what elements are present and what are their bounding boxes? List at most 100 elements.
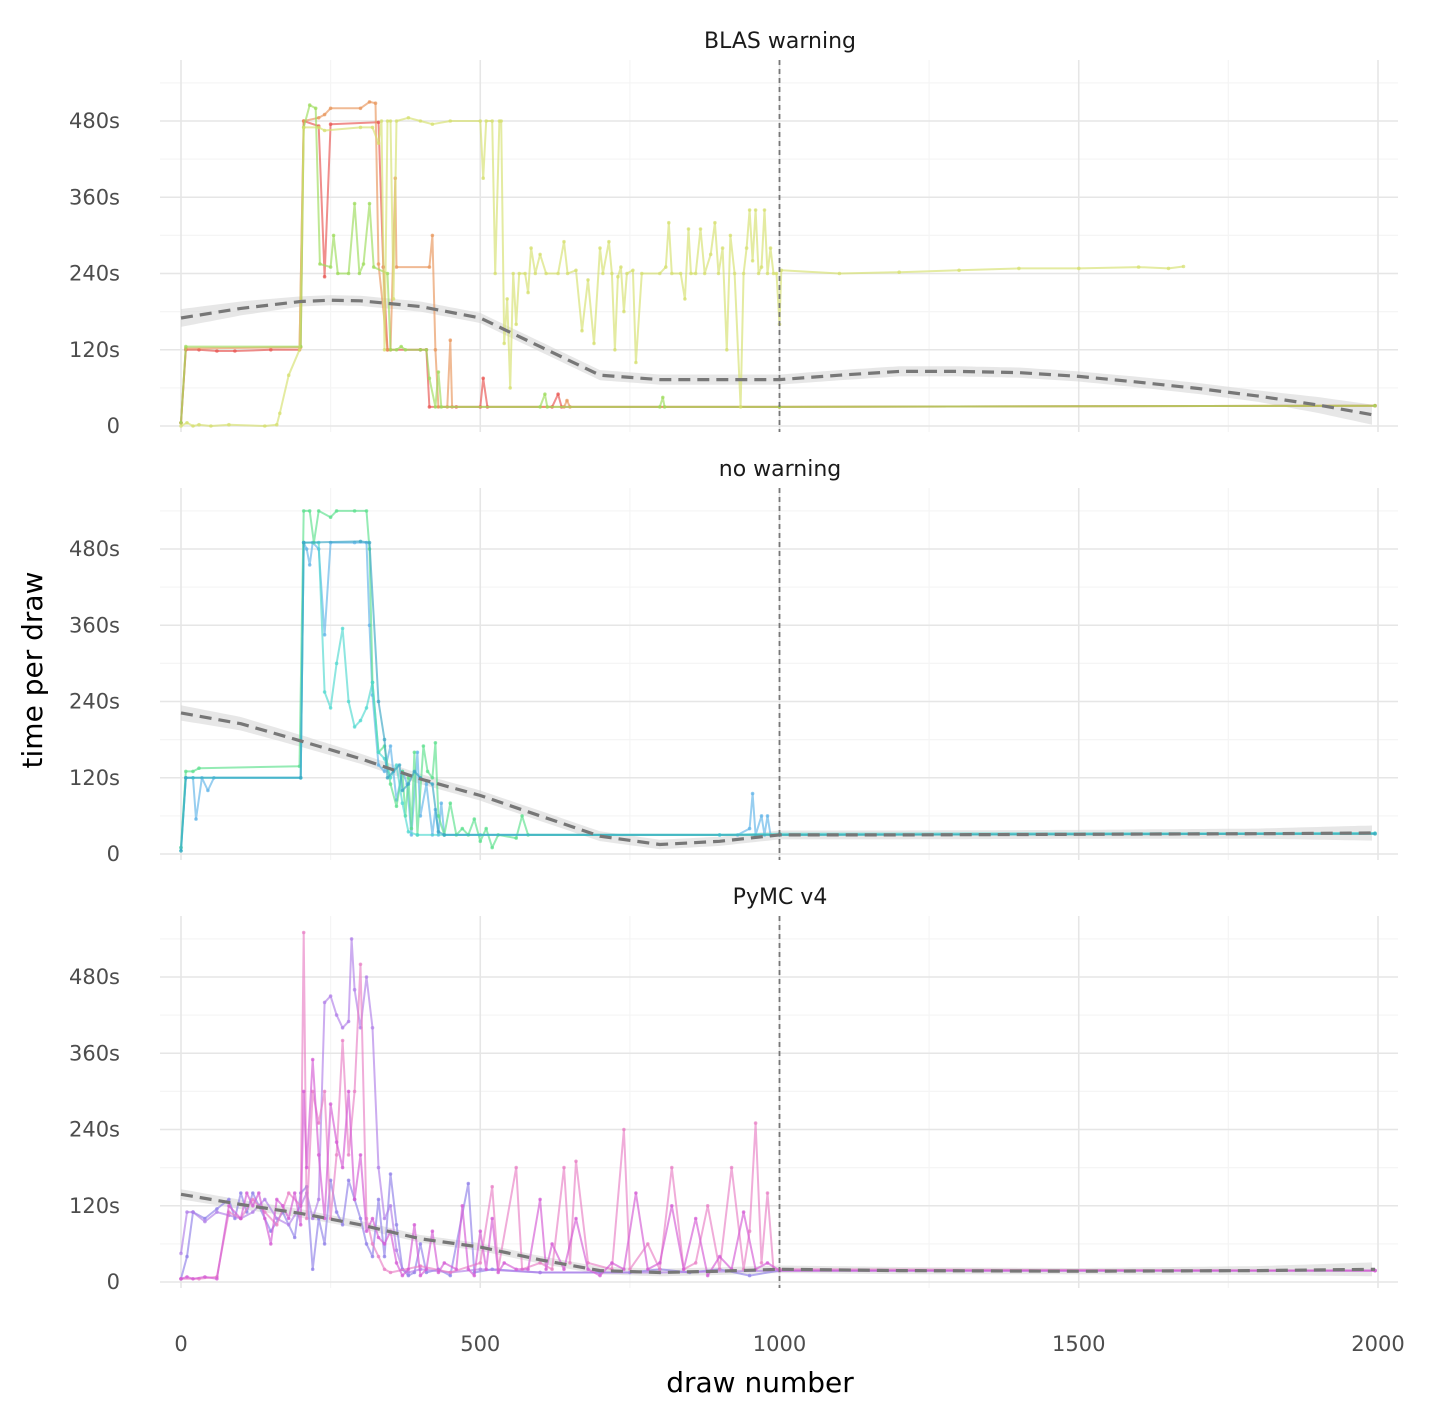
data-point: [670, 1204, 674, 1208]
data-point: [439, 405, 444, 409]
data-point: [478, 1261, 483, 1265]
data-point: [765, 1261, 770, 1265]
data-point: [185, 1275, 189, 1279]
data-point: [370, 680, 375, 685]
series-line-3: [181, 931, 1376, 1280]
data-point: [388, 119, 393, 123]
data-point: [526, 1267, 530, 1272]
data-point: [418, 1273, 423, 1278]
data-point: [705, 1204, 710, 1208]
data-point: [340, 1026, 345, 1030]
data-point: [394, 1261, 399, 1265]
data-point: [514, 1165, 518, 1170]
data-point: [275, 1223, 279, 1227]
data-point: [179, 424, 183, 428]
data-point: [505, 297, 510, 301]
data-point: [424, 348, 429, 352]
data-point: [436, 370, 441, 374]
data-point: [376, 699, 381, 704]
y-tick-label: 360s: [69, 185, 120, 209]
data-point: [768, 246, 773, 250]
data-point: [598, 246, 602, 250]
data-point: [448, 1273, 453, 1278]
data-point: [424, 1267, 429, 1272]
data-point: [586, 1267, 590, 1272]
data-point: [382, 348, 387, 352]
data-point: [310, 1267, 315, 1272]
data-point: [358, 125, 363, 130]
data-point: [346, 1019, 351, 1024]
data-point: [837, 271, 842, 276]
data-point: [765, 814, 770, 818]
data-point: [334, 1210, 339, 1214]
data-point: [376, 120, 381, 125]
series-line-4: [180, 116, 1184, 427]
data-point: [1373, 831, 1377, 836]
data-point: [427, 376, 432, 381]
data-point: [728, 233, 733, 238]
data-point: [328, 515, 333, 519]
data-point: [418, 348, 423, 352]
facet-title: PyMC v4: [733, 885, 828, 910]
data-point: [179, 1251, 183, 1256]
data-point: [502, 341, 507, 346]
data-point: [394, 1248, 399, 1252]
y-tick-label: 120s: [69, 338, 120, 362]
y-tick-label: 360s: [69, 613, 120, 637]
y-tick-label: 120s: [69, 766, 120, 790]
series-line-2: [180, 509, 1376, 849]
x-tick-label: 1000: [753, 1332, 806, 1356]
data-point: [484, 1267, 489, 1272]
data-point: [448, 801, 453, 805]
data-point: [729, 1165, 734, 1170]
data-point: [263, 424, 267, 428]
data-point: [194, 817, 198, 821]
data-point: [418, 1242, 423, 1246]
data-point: [493, 271, 498, 276]
data-point: [406, 782, 411, 786]
data-point: [352, 201, 357, 206]
data-point: [370, 1254, 375, 1259]
data-point: [370, 1216, 375, 1221]
data-point: [454, 1267, 459, 1272]
data-point: [399, 344, 404, 349]
data-point: [364, 975, 369, 979]
data-point: [753, 208, 758, 212]
data-point: [364, 1229, 369, 1233]
x-axis-title: draw number: [666, 1366, 854, 1399]
data-point: [376, 1197, 381, 1202]
data-point: [346, 1089, 351, 1094]
data-point: [562, 1267, 566, 1272]
data-point: [693, 1216, 698, 1221]
data-point: [725, 348, 729, 352]
data-point: [328, 122, 333, 126]
data-point: [328, 265, 333, 269]
data-point: [406, 116, 411, 120]
data-point: [415, 750, 420, 755]
data-point: [346, 1153, 351, 1157]
data-point: [184, 776, 188, 780]
data-point: [466, 1181, 471, 1186]
data-point: [376, 1254, 381, 1259]
x-axis: 0 500 1000 1500 2000: [174, 1332, 1404, 1356]
data-point: [562, 239, 566, 244]
y-tick-label: 0: [107, 842, 120, 866]
data-point: [251, 1204, 255, 1208]
data-point: [529, 246, 533, 250]
data-point: [779, 268, 784, 273]
data-point: [556, 392, 560, 397]
data-point: [634, 1191, 638, 1195]
data-point: [442, 833, 447, 837]
data-point: [658, 405, 662, 409]
data-point: [436, 405, 441, 409]
data-point: [346, 1178, 351, 1183]
data-point: [358, 718, 363, 723]
data-point: [334, 509, 339, 513]
data-point: [376, 141, 381, 145]
data-point: [610, 271, 614, 276]
data-point: [1181, 264, 1186, 269]
data-point: [430, 122, 435, 126]
data-point: [698, 227, 703, 231]
data-point: [430, 776, 435, 780]
data-point: [747, 208, 752, 212]
